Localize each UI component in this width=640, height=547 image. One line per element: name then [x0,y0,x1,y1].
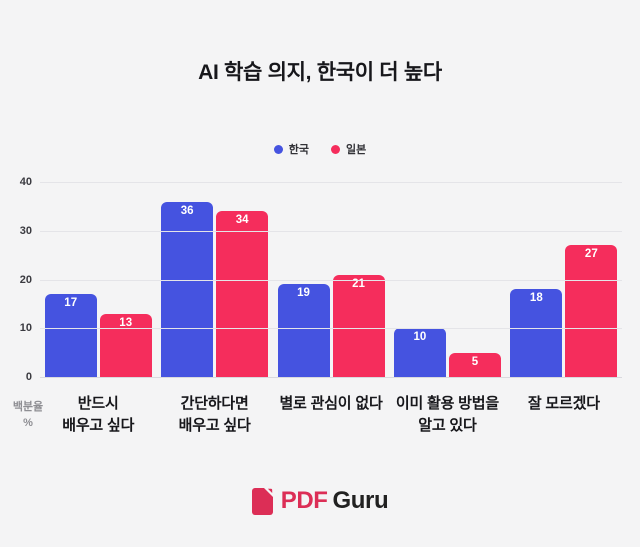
gridline-40 [40,182,622,183]
bar-groups: 17 13 36 34 19 21 10 5 18 27 [40,182,622,377]
bar-일본-5: 27 [565,245,618,377]
bar-group-1: 17 13 [40,182,156,377]
legend-item-일본: 일본 [331,141,366,157]
bar-value-label: 34 [235,214,249,227]
bar-group-5: 18 27 [506,182,622,377]
gridline-10 [40,328,622,330]
category-label-2: 간단하다면 배우고 싶다 [178,395,251,434]
bar-value-label: 19 [297,287,310,300]
bar-value-label: 27 [584,248,598,261]
y-tick-40: 40 [19,176,32,188]
bar-한국-1: 17 [44,294,97,377]
legend-label: 일본 [346,144,367,156]
bar-한국-4: 10 [393,328,446,377]
gridline-30 [40,230,622,232]
document-icon [251,487,274,515]
legend-label: 한국 [288,144,309,156]
y-tick-10: 10 [19,322,32,335]
bar-group-4: 10 5 [389,182,505,377]
bar-group-3: 19 21 [273,182,389,377]
y-axis-label: 백분율 % [12,401,44,429]
bar-일본-2: 34 [216,211,269,377]
category-label-1: 반드시 배우고 싶다 [62,395,135,434]
gridline-20 [40,279,622,281]
bar-value-label: 13 [119,316,133,329]
chart-title: AI 학습 의지, 한국이 더 높다 [198,61,442,84]
bar-value-label: 10 [413,331,427,344]
y-tick-30: 30 [19,224,32,237]
legend-dot-icon [331,144,340,154]
bar-value-label: 21 [352,277,365,290]
legend-item-한국: 한국 [273,141,309,157]
pdf-guru-logo: PDF Guru [0,487,640,515]
legend: 한국 일본 [0,141,640,157]
logo-text-guru: Guru [332,487,389,514]
bar-value-label: 36 [180,204,194,217]
category-label-3: 별로 관심이 없다 [279,395,383,412]
bar-일본-3: 21 [332,274,385,377]
y-tick-0: 0 [25,371,32,383]
legend-dot-icon [273,144,283,154]
bar-group-2: 36 34 [156,182,272,377]
logo-text-pdf: PDF [280,487,328,514]
bar-value-label: 17 [64,297,78,310]
bar-일본-4: 5 [448,352,501,377]
plot-area: 17 13 36 34 19 21 10 5 18 27 40 30 20 10 0 [20,176,622,383]
gridline-0 [40,377,622,378]
bar-일본-1: 13 [99,313,152,377]
bar-value-label: 5 [471,355,479,368]
category-label-4: 이미 활용 방법을 알고 있다 [395,395,499,434]
bar-한국-3: 19 [277,284,330,377]
category-label-5: 잘 모르겠다 [527,395,600,412]
category-labels: 반드시 배우고 싶다 간단하다면 배우고 싶다 별로 관심이 없다 이미 활용 방법을… [40,393,622,437]
logo-text: PDF Guru [281,487,389,515]
bar-value-label: 18 [529,292,543,305]
bar-한국-5: 18 [510,289,563,377]
y-tick-20: 20 [19,273,32,286]
bar-한국-2: 36 [161,201,214,377]
